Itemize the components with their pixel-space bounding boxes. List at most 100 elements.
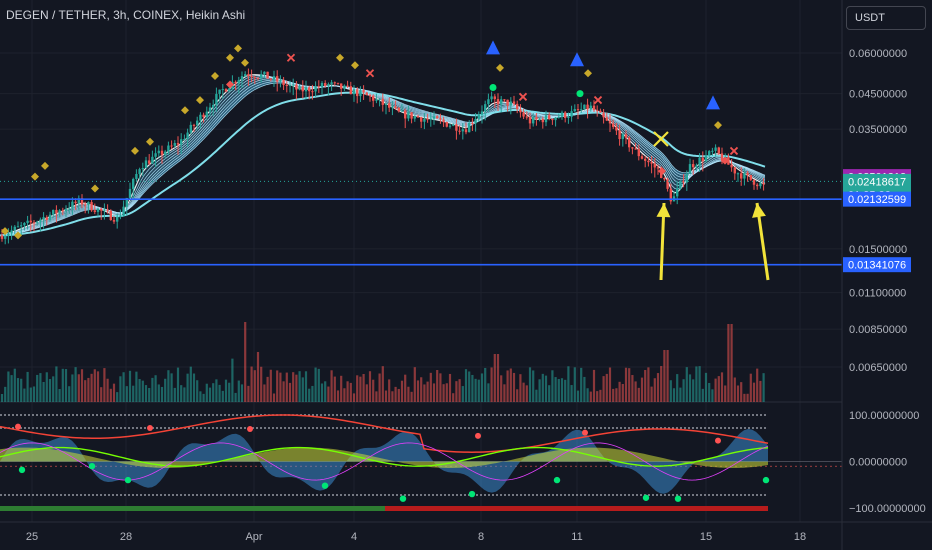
oscillator-tick-label: 100.00000000	[849, 410, 919, 422]
candle-body	[493, 96, 496, 100]
volume-bar	[708, 382, 711, 402]
volume-bar	[352, 393, 356, 402]
volume-bar	[612, 388, 615, 402]
signal-triangle-up	[570, 52, 584, 67]
volume-bar	[410, 391, 413, 402]
candle-body	[522, 112, 525, 117]
volume-bar	[564, 379, 567, 402]
volume-bar	[157, 384, 160, 402]
volume-bar	[74, 367, 77, 402]
candle-body	[372, 95, 375, 101]
candle-body	[352, 89, 356, 95]
volume-bar	[624, 367, 628, 402]
volume-bar	[320, 383, 324, 402]
volume-bar	[189, 366, 192, 402]
candle-body	[228, 88, 231, 92]
candle-body	[276, 76, 279, 82]
volume-bar	[416, 380, 420, 402]
volume-bar	[461, 386, 464, 402]
candle-body	[733, 167, 736, 174]
candle-body	[356, 89, 359, 97]
volume-bar	[77, 374, 80, 402]
volume-bar	[500, 375, 503, 402]
volume-bar	[484, 367, 487, 402]
volume-bar	[573, 367, 576, 402]
candle-body	[199, 114, 202, 121]
candle-body	[183, 139, 186, 141]
candle-body	[388, 103, 391, 108]
volume-bar	[362, 373, 365, 402]
candle-body	[144, 160, 148, 168]
candle-body	[516, 103, 519, 110]
candle-body	[170, 145, 173, 147]
volume-bar	[10, 375, 13, 402]
candle-body	[173, 143, 176, 146]
volume-bar	[317, 368, 320, 402]
candle-body	[269, 78, 272, 80]
osc-sell-dot	[715, 437, 721, 444]
volume-bar	[701, 388, 704, 402]
volume-bar	[468, 371, 471, 402]
candle-body	[346, 85, 349, 87]
volume-bar	[231, 358, 234, 402]
candle-body	[208, 107, 212, 112]
volume-bar	[618, 381, 621, 402]
candle-body	[602, 112, 605, 118]
volume-bar	[304, 371, 308, 402]
candle-body	[506, 99, 509, 106]
volume-bar	[93, 369, 96, 402]
price-tick-label: 0.03500000	[849, 124, 907, 136]
price-tick-label: 0.00850000	[849, 324, 907, 336]
candle-body	[624, 134, 628, 138]
volume-bar	[288, 382, 292, 402]
volume-bar	[762, 373, 765, 402]
currency-selector[interactable]: USDT	[846, 6, 926, 30]
candle-body	[100, 208, 103, 211]
volume-bar	[538, 379, 541, 402]
volume-bar	[253, 370, 256, 402]
volume-bar	[532, 370, 535, 402]
volume-bar	[122, 372, 125, 402]
volume-bar	[720, 372, 724, 402]
candle-body	[180, 139, 183, 145]
volume-bar	[464, 369, 468, 402]
price-tick-label: 0.01500000	[849, 244, 907, 256]
volume-bar	[39, 373, 42, 402]
candle-body	[404, 110, 407, 119]
candle-body	[420, 117, 423, 122]
volume-bar	[250, 366, 253, 402]
candle-body	[20, 225, 23, 227]
candle-body	[343, 85, 346, 89]
candle-body	[288, 84, 292, 86]
candle-body	[71, 201, 74, 209]
osc-buy-dot	[88, 462, 96, 470]
osc-sell-dot	[15, 423, 21, 430]
candle-body	[512, 101, 516, 104]
candle-body	[42, 217, 45, 220]
volume-bar	[631, 375, 634, 402]
candle-body	[378, 98, 381, 100]
volume-bar	[506, 370, 509, 402]
signal-cross	[365, 69, 375, 78]
volume-bar	[4, 386, 7, 402]
volume-bar	[29, 387, 32, 402]
volume-bar	[365, 384, 368, 402]
osc-buy-dot	[124, 476, 132, 484]
candle-body	[685, 174, 688, 183]
signal-diamond	[211, 71, 219, 80]
signal-diamond-red	[721, 156, 729, 165]
candle-body	[39, 219, 42, 222]
volume-bar	[730, 324, 733, 402]
volume-bar	[349, 382, 352, 402]
candle-body	[141, 167, 144, 170]
volume-bar	[224, 379, 228, 402]
volume-bar	[621, 383, 624, 402]
candle-body	[605, 117, 608, 121]
volume-bar	[202, 393, 205, 402]
volume-bar	[404, 374, 407, 402]
volume-bar	[173, 387, 176, 402]
candle-body	[743, 172, 746, 179]
candle-body	[701, 157, 704, 162]
volume-bar	[0, 393, 4, 402]
